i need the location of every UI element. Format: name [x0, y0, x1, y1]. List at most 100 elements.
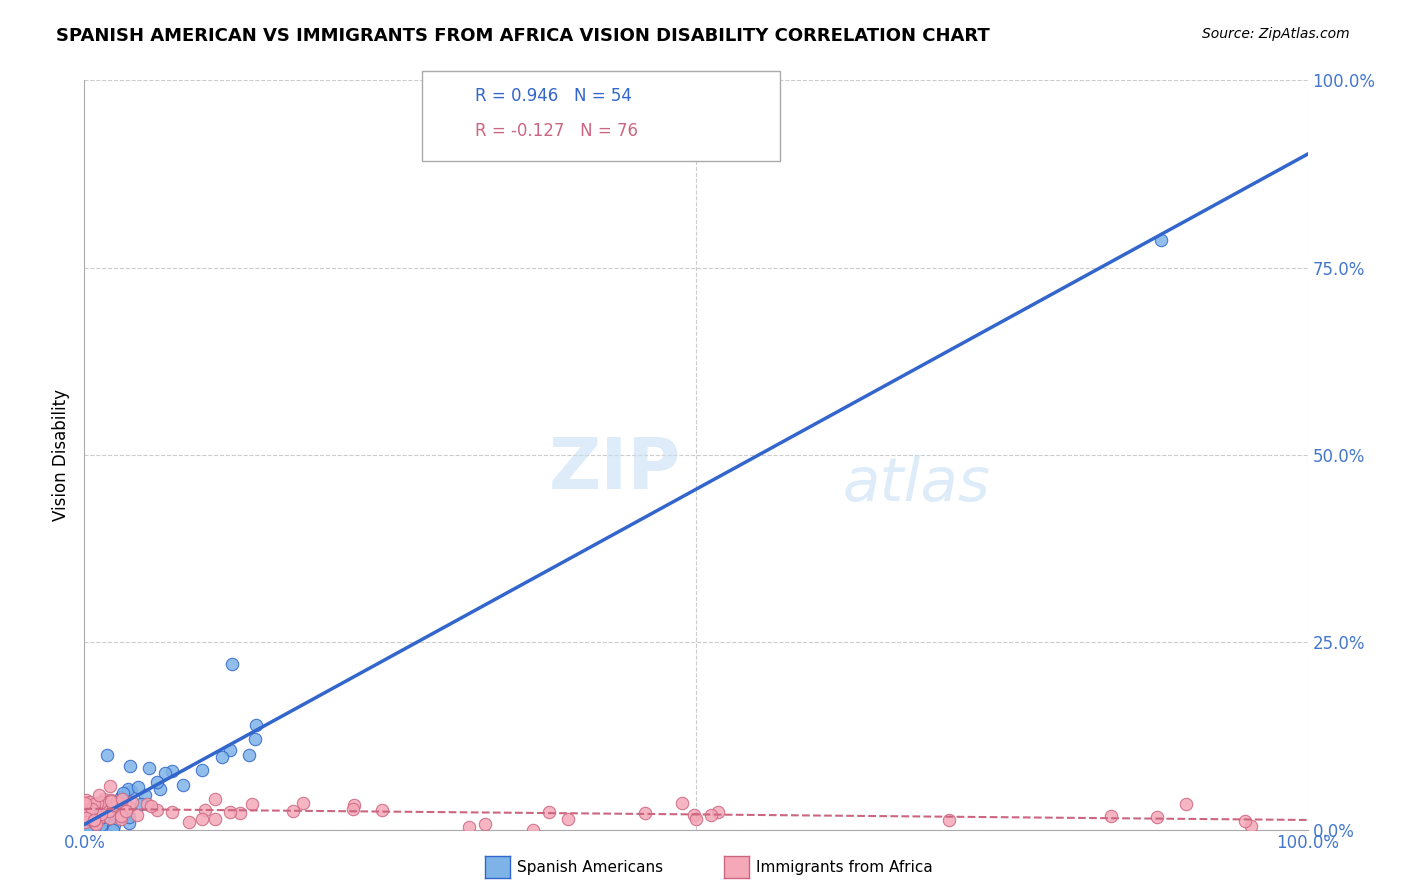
Point — [100, 795, 122, 809]
Point — [110, 808, 132, 822]
Point — [343, 797, 366, 812]
Point — [194, 803, 217, 817]
Point — [1175, 797, 1198, 811]
Point — [522, 822, 544, 837]
Point — [87, 809, 110, 823]
Text: Immigrants from Africa: Immigrants from Africa — [756, 860, 934, 874]
Point — [84, 816, 107, 830]
Point — [191, 812, 214, 826]
Point — [91, 809, 114, 823]
Point — [283, 804, 305, 818]
Point — [538, 805, 561, 819]
Point — [79, 820, 101, 834]
Point — [90, 807, 112, 822]
Point — [139, 798, 162, 813]
Point — [87, 797, 110, 811]
Point — [118, 815, 141, 830]
Point — [1150, 233, 1173, 247]
Point — [121, 795, 143, 809]
Point — [86, 805, 108, 820]
Point — [77, 813, 100, 827]
Point — [73, 814, 96, 829]
Point — [93, 792, 115, 806]
Point — [474, 816, 496, 830]
Point — [110, 790, 132, 805]
Point — [172, 778, 194, 792]
Point — [83, 815, 105, 830]
Text: R = -0.127   N = 76: R = -0.127 N = 76 — [475, 122, 638, 140]
Text: atlas: atlas — [842, 456, 991, 515]
Point — [191, 763, 214, 777]
Point — [82, 809, 104, 823]
Point — [83, 813, 105, 827]
Point — [84, 805, 107, 820]
Point — [145, 803, 167, 817]
Point — [100, 792, 122, 806]
Point — [82, 822, 104, 837]
Point — [76, 803, 98, 817]
Point — [76, 822, 98, 837]
Point — [101, 809, 124, 823]
Point — [1240, 819, 1263, 833]
Point — [86, 796, 108, 810]
Point — [117, 781, 139, 796]
Point — [146, 774, 169, 789]
Point — [1234, 814, 1257, 828]
Point — [138, 761, 160, 775]
Point — [86, 816, 108, 830]
Point — [96, 806, 118, 821]
Point — [80, 822, 103, 837]
Point — [342, 802, 364, 816]
Point — [108, 794, 131, 808]
Point — [83, 822, 105, 837]
Point — [218, 743, 240, 757]
Point — [218, 805, 240, 819]
Point — [91, 803, 114, 817]
Point — [94, 802, 117, 816]
Point — [160, 764, 183, 779]
Point — [83, 797, 105, 811]
Point — [371, 803, 394, 817]
Text: SPANISH AMERICAN VS IMMIGRANTS FROM AFRICA VISION DISABILITY CORRELATION CHART: SPANISH AMERICAN VS IMMIGRANTS FROM AFRI… — [56, 27, 990, 45]
Point — [84, 807, 107, 822]
Point — [135, 797, 157, 811]
Point — [211, 749, 233, 764]
Point — [101, 797, 124, 812]
Point — [938, 813, 960, 827]
Point — [103, 818, 125, 832]
Point — [100, 794, 122, 808]
Point — [83, 797, 105, 812]
Point — [118, 810, 141, 824]
Point — [221, 657, 243, 671]
Point — [557, 812, 579, 826]
Y-axis label: Vision Disability: Vision Disability — [52, 389, 70, 521]
Point — [98, 804, 121, 818]
Point — [671, 796, 693, 810]
Point — [245, 731, 267, 746]
Point — [75, 793, 97, 807]
Point — [83, 820, 105, 834]
Point — [75, 803, 97, 817]
Point — [73, 796, 96, 810]
Point — [120, 759, 142, 773]
Point — [80, 822, 103, 837]
Point — [111, 791, 134, 805]
Point — [76, 822, 98, 837]
Point — [179, 814, 201, 829]
Point — [83, 805, 105, 819]
Point — [90, 796, 112, 810]
Point — [90, 818, 112, 832]
Text: Source: ZipAtlas.com: Source: ZipAtlas.com — [1202, 27, 1350, 41]
Point — [114, 797, 136, 812]
Point — [1146, 810, 1168, 824]
Point — [101, 822, 124, 837]
Point — [108, 799, 131, 814]
Point — [149, 781, 172, 796]
Text: R = 0.946   N = 54: R = 0.946 N = 54 — [475, 87, 633, 104]
Point — [83, 813, 105, 827]
Point — [75, 811, 97, 825]
Point — [76, 817, 98, 831]
Point — [127, 780, 149, 795]
Point — [110, 799, 132, 814]
Point — [683, 808, 706, 822]
